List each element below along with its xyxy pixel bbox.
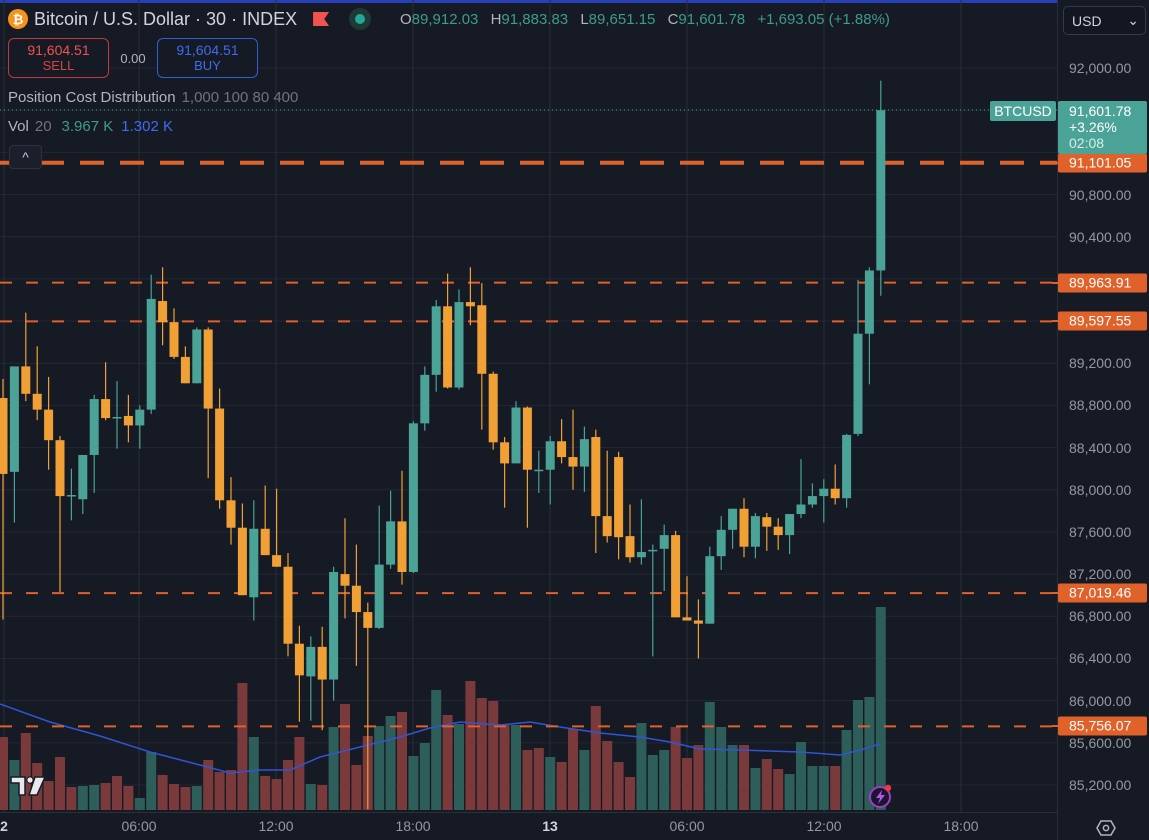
symbol-tag: BTCUSD <box>990 101 1056 121</box>
candlesticks <box>0 80 886 810</box>
last-change: +3.26% <box>1069 119 1117 135</box>
price-tick-label: 87,600.00 <box>1069 523 1132 540</box>
level-tick <box>1052 320 1058 323</box>
time-tick-label: 06:00 <box>121 818 157 834</box>
close-label: C <box>667 11 679 28</box>
buy-button[interactable]: 91,604.51 BUY <box>157 38 258 78</box>
pcd-indicator-legend[interactable]: Position Cost Distribution 1,000 100 80 … <box>8 89 298 106</box>
time-tick-label: 2 <box>0 818 8 834</box>
time-axis[interactable] <box>0 812 1057 840</box>
chevron-down-icon: ⌄ <box>1127 12 1139 28</box>
buy-label: BUY <box>194 58 221 73</box>
bitcoin-logo-icon: ₿ <box>8 9 28 29</box>
level-price-tag[interactable]: 85,756.07 <box>1058 716 1147 736</box>
chevron-up-icon: ^ <box>22 149 29 165</box>
vol-name: Vol <box>8 118 29 135</box>
time-tick-label: 12:00 <box>258 818 294 834</box>
price-tick-label: 87,200.00 <box>1069 566 1132 583</box>
level-price-tag[interactable]: 91,101.05 <box>1058 153 1147 173</box>
currency-select[interactable]: USD ⌄ <box>1063 6 1146 35</box>
symbol-title[interactable]: Bitcoin / U.S. Dollar · 30 · INDEX <box>34 8 298 29</box>
low-label: L <box>580 11 589 28</box>
close-value: 91,601.78 <box>678 11 746 28</box>
price-tick-label: 89,200.00 <box>1069 355 1132 372</box>
level-tick <box>1052 281 1058 284</box>
last-price: 91,601.78 <box>1069 103 1132 119</box>
trade-panel: 91,604.51 SELL 0.00 91,604.51 BUY <box>8 38 258 78</box>
vol-param: 20 <box>34 118 52 135</box>
sell-label: SELL <box>42 58 75 73</box>
symbol-legend[interactable]: ₿ Bitcoin / U.S. Dollar · 30 · INDEX <box>8 8 372 30</box>
price-tick-label: 92,000.00 <box>1069 60 1132 76</box>
open-label: O <box>400 11 412 28</box>
time-tick-label: 06:00 <box>669 818 705 834</box>
price-tick-label: 86,800.00 <box>1069 608 1132 625</box>
flag-icon[interactable] <box>313 12 330 26</box>
volume-indicator-legend[interactable]: Vol 20 3.967 K 1.302 K <box>8 118 173 135</box>
price-tick-label: 88,800.00 <box>1069 397 1132 414</box>
time-tick-label: 12:00 <box>806 818 842 834</box>
price-tick-label: 90,800.00 <box>1069 186 1132 203</box>
bar-countdown: 02:08 <box>1069 135 1105 151</box>
level-price-tag[interactable]: 89,597.55 <box>1058 311 1147 331</box>
volume-bars <box>0 607 886 810</box>
level-tick <box>1052 592 1058 595</box>
open-value: 89,912.03 <box>411 11 479 28</box>
level-price-tag[interactable]: 87,019.46 <box>1058 583 1147 603</box>
low-value: 89,651.15 <box>588 11 656 28</box>
ohlc-legend: O89,912.03 H91,883.83 L89,651.15 C91,601… <box>400 11 898 28</box>
price-tick-label: 88,000.00 <box>1069 481 1132 498</box>
pcd-name: Position Cost Distribution <box>8 89 176 106</box>
sell-price: 91,604.51 <box>27 42 90 58</box>
price-tick-label: 85,200.00 <box>1069 776 1132 793</box>
price-tick-label: 86,400.00 <box>1069 650 1132 667</box>
time-tick-label: 18:00 <box>395 818 431 834</box>
chart-canvas[interactable] <box>0 0 1057 812</box>
pcd-params: 1,000 100 80 400 <box>181 89 299 106</box>
spread-value: 0.00 <box>120 50 146 66</box>
time-tick-label: 13 <box>542 818 558 834</box>
level-tick <box>1052 161 1058 164</box>
tradingview-logo-icon[interactable] <box>9 773 49 799</box>
level-tick <box>1052 725 1058 728</box>
market-status-icon[interactable] <box>349 8 372 30</box>
vol-value: 3.967 K <box>61 118 114 135</box>
currency-value: USD <box>1072 12 1102 29</box>
vol-ma-value: 1.302 K <box>121 118 173 135</box>
price-tick-label: 88,400.00 <box>1069 439 1132 456</box>
last-price-label: 91,601.78 +3.26% 02:08 <box>1058 101 1147 154</box>
lightning-alert-icon[interactable] <box>868 783 894 809</box>
high-value: 91,883.83 <box>501 11 569 28</box>
collapse-legend-button[interactable]: ^ <box>9 145 42 169</box>
settings-hexagon-icon[interactable] <box>1096 818 1116 838</box>
price-tick-label: 85,600.00 <box>1069 734 1132 751</box>
level-price-tag[interactable]: 89,963.91 <box>1058 273 1147 293</box>
sell-button[interactable]: 91,604.51 SELL <box>8 38 109 78</box>
buy-price: 91,604.51 <box>176 42 239 58</box>
high-label: H <box>490 11 502 28</box>
top-accent-bar <box>0 0 1149 3</box>
price-tick-label: 86,000.00 <box>1069 692 1132 709</box>
change-value: +1,693.05 (+1.88%) <box>757 11 890 28</box>
time-tick-label: 18:00 <box>943 818 979 834</box>
price-tick-label: 90,400.00 <box>1069 228 1132 245</box>
